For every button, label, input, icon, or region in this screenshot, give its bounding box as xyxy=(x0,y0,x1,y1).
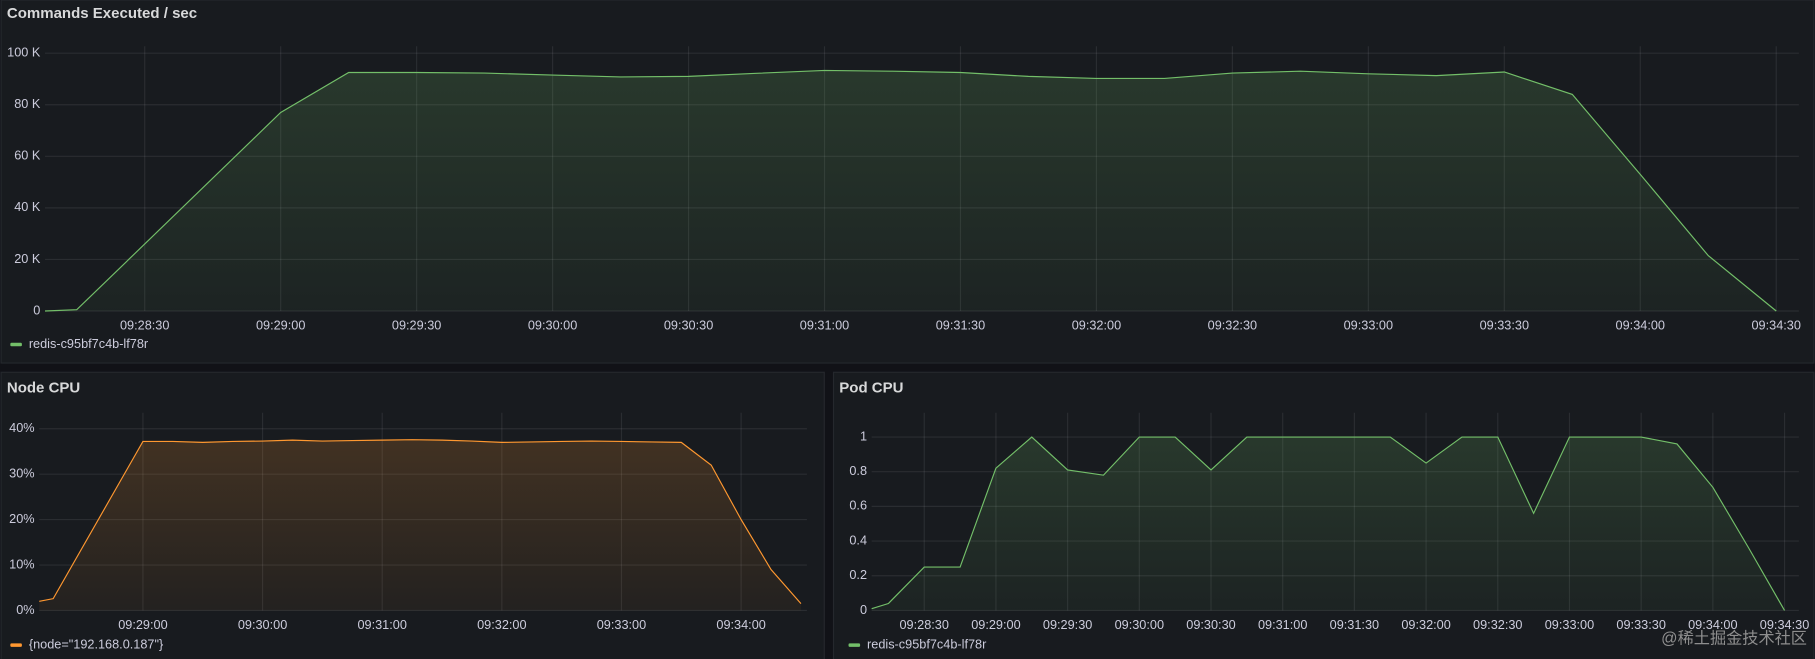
watermark: @稀土掘金技术社区 xyxy=(1661,630,1807,648)
y-tick-label: 20 K xyxy=(14,251,41,266)
y-tick-label: 60 K xyxy=(14,148,41,163)
x-tick-label: 09:34:00 xyxy=(716,617,765,632)
x-tick-label: 09:33:00 xyxy=(1344,317,1393,332)
x-tick-label: 09:31:00 xyxy=(800,317,849,332)
chart-title: Pod CPU xyxy=(839,379,903,396)
x-tick-label: 09:32:00 xyxy=(1401,617,1450,632)
x-tick-label: 09:33:30 xyxy=(1616,617,1665,632)
x-tick-label: 09:30:00 xyxy=(238,617,287,632)
y-tick-label: 80 K xyxy=(14,96,41,111)
x-tick-label: 09:30:30 xyxy=(1186,617,1235,632)
x-tick-label: 09:28:30 xyxy=(900,617,949,632)
x-tick-label: 09:34:30 xyxy=(1760,617,1809,632)
legend-label: redis-c95bf7c4b-lf78r xyxy=(29,336,149,351)
legend-label: {node="192.168.0.187"} xyxy=(29,636,164,651)
x-tick-label: 09:33:00 xyxy=(597,617,646,632)
area xyxy=(871,437,1785,611)
x-tick-label: 09:31:30 xyxy=(936,317,985,332)
y-tick-label: 0.4 xyxy=(849,532,867,547)
line xyxy=(44,69,1777,312)
x-tick-label: 09:32:00 xyxy=(1072,317,1121,332)
legend-swatch xyxy=(10,342,22,347)
x-tick-label: 09:31:00 xyxy=(1258,617,1307,632)
y-tick-label: 1 xyxy=(860,428,867,443)
area xyxy=(45,70,1777,312)
x-tick-label: 09:31:00 xyxy=(357,617,406,632)
y-tick-label: 0.2 xyxy=(849,567,867,582)
x-tick-label: 09:30:30 xyxy=(664,317,713,332)
x-tick-label: 09:29:00 xyxy=(971,617,1020,632)
y-tick-label: 0% xyxy=(16,602,34,617)
y-tick-label: 0 xyxy=(33,302,40,317)
x-tick-label: 09:32:00 xyxy=(477,617,526,632)
x-tick-label: 09:34:30 xyxy=(1751,317,1800,332)
x-tick-label: 09:30:00 xyxy=(1115,617,1164,632)
x-tick-label: 09:32:30 xyxy=(1208,317,1257,332)
x-tick-label: 09:29:00 xyxy=(256,317,305,332)
line xyxy=(871,436,1786,611)
x-tick-label: 09:32:30 xyxy=(1473,617,1522,632)
chart-title: Node CPU xyxy=(7,379,80,396)
y-tick-label: 0.6 xyxy=(849,498,867,513)
y-tick-label: 0.8 xyxy=(849,463,867,478)
y-tick-label: 40 K xyxy=(14,199,41,214)
legend-label: redis-c95bf7c4b-lf78r xyxy=(867,636,987,651)
y-tick-label: 20% xyxy=(9,511,34,526)
y-tick-label: 100 K xyxy=(7,45,41,60)
x-tick-label: 09:33:30 xyxy=(1480,317,1529,332)
x-tick-label: 09:31:30 xyxy=(1330,617,1379,632)
y-tick-label: 40% xyxy=(9,420,34,435)
x-tick-label: 09:33:00 xyxy=(1545,617,1594,632)
legend-swatch xyxy=(10,643,22,647)
y-tick-label: 10% xyxy=(9,556,34,571)
legend-swatch xyxy=(848,643,861,647)
x-tick-label: 09:34:00 xyxy=(1616,317,1665,332)
line xyxy=(39,439,802,605)
x-tick-label: 09:28:30 xyxy=(120,317,169,332)
x-tick-label: 09:30:00 xyxy=(528,317,577,332)
y-tick-label: 0 xyxy=(860,602,867,617)
x-tick-label: 09:29:00 xyxy=(118,617,167,632)
y-tick-label: 30% xyxy=(9,466,34,481)
chart-title: Commands Executed / sec xyxy=(7,5,197,22)
area xyxy=(39,439,801,611)
x-tick-label: 09:29:30 xyxy=(392,317,441,332)
x-tick-label: 09:29:30 xyxy=(1043,617,1092,632)
x-tick-label: 09:34:00 xyxy=(1688,617,1737,632)
